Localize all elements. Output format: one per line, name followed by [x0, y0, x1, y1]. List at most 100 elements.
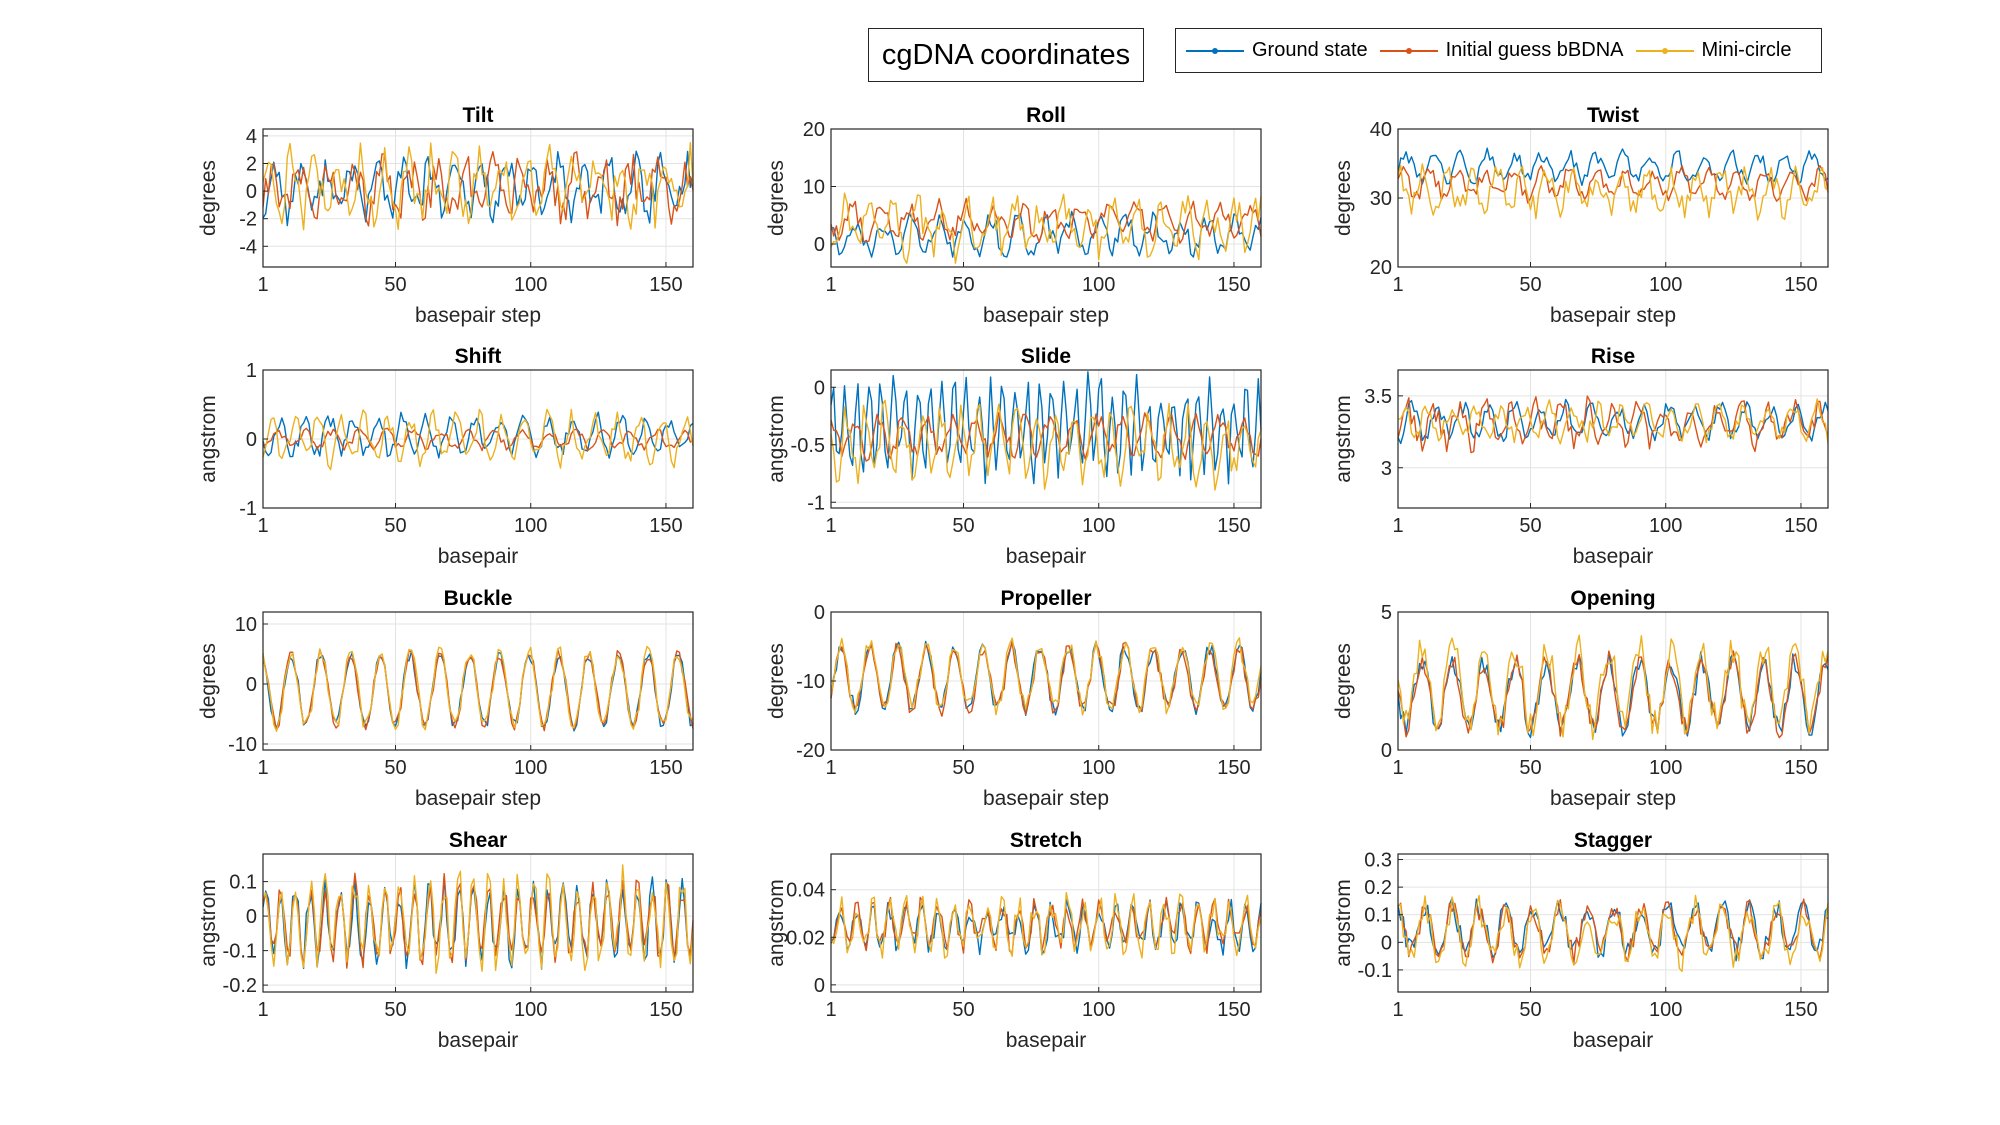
y-tick-label: -2: [239, 209, 257, 231]
series-line-mini-circle: [830, 637, 1262, 716]
y-tick-label: -0.5: [791, 435, 825, 457]
series-line-mini-circle: [1397, 163, 1829, 221]
series-line-mini-circle: [830, 192, 1262, 264]
figure-title: cgDNA coordinates: [868, 28, 1144, 82]
axes-box: [262, 611, 694, 751]
series-line-initial-guess-bbdna: [830, 896, 1262, 955]
x-tick-label: 1: [825, 274, 836, 296]
x-tick-label: 1: [257, 274, 268, 296]
series-line-mini-circle: [1397, 634, 1829, 741]
x-tick-label: 50: [384, 757, 406, 779]
series-line-ground-state: [830, 371, 1262, 485]
x-axis-label: basepair: [438, 1029, 519, 1052]
x-tick-label: 100: [1649, 757, 1682, 779]
x-tick-label: 100: [1649, 274, 1682, 296]
axes-box: [262, 853, 694, 993]
series-line-initial-guess-bbdna: [262, 427, 694, 452]
y-tick-label: 3.5: [1364, 386, 1392, 408]
subplot-stretch: 1 50 100 15000.020.04Stretchbasepairangstro…: [765, 829, 1262, 1052]
y-axis-label: angstrom: [197, 879, 220, 967]
x-tick-label: 100: [1082, 515, 1115, 537]
x-tick-label: 50: [384, 999, 406, 1021]
axes-box: [830, 128, 1262, 268]
series-line-mini-circle: [262, 141, 694, 231]
x-tick-label: 1: [257, 999, 268, 1021]
x-axis-label: basepair: [1573, 545, 1654, 568]
x-axis-label: basepair: [1006, 545, 1087, 568]
y-tick-label: 0: [246, 906, 257, 928]
x-tick-label: 50: [1519, 757, 1541, 779]
y-tick-label: 0: [814, 602, 825, 624]
legend-label-mini-circle: Mini-circle: [1701, 39, 1792, 61]
subplot-title-stretch: Stretch: [1010, 829, 1082, 852]
y-tick-label: -20: [796, 740, 825, 762]
axes-box: [1397, 611, 1829, 751]
x-tick-label: 100: [1649, 515, 1682, 537]
y-tick-label: -0.1: [223, 941, 257, 963]
series-line-initial-guess-bbdna: [1397, 898, 1829, 965]
y-tick-label: 0.02: [786, 927, 825, 949]
y-tick-label: 2: [246, 154, 257, 176]
y-tick-label: 0.2: [1364, 877, 1392, 899]
series-line-mini-circle: [262, 408, 694, 471]
x-tick-label: 50: [1519, 515, 1541, 537]
x-tick-label: 1: [1392, 515, 1403, 537]
y-tick-label: 5: [1381, 602, 1392, 624]
x-axis-label: basepair: [1006, 1029, 1087, 1052]
y-axis-label: degrees: [197, 160, 220, 236]
y-tick-label: 0: [814, 377, 825, 399]
axes-box: [1397, 369, 1829, 509]
x-tick-label: 1: [825, 515, 836, 537]
subplot-title-opening: Opening: [1570, 587, 1655, 610]
y-tick-label: -1: [239, 498, 257, 520]
x-tick-label: 150: [649, 274, 682, 296]
series-line-initial-guess-bbdna: [262, 150, 694, 227]
y-tick-label: -1: [807, 492, 825, 514]
x-tick-label: 50: [952, 757, 974, 779]
y-axis-label: angstrom: [1332, 879, 1355, 967]
x-tick-label: 150: [1784, 515, 1817, 537]
x-tick-label: 150: [1784, 274, 1817, 296]
series-line-initial-guess-bbdna: [830, 412, 1262, 462]
x-axis-label: basepair step: [1550, 787, 1676, 810]
x-tick-label: 50: [384, 515, 406, 537]
y-axis-label: degrees: [1332, 643, 1355, 719]
y-tick-label: 20: [1370, 257, 1392, 279]
x-tick-label: 150: [1784, 999, 1817, 1021]
y-tick-label: 1: [246, 360, 257, 382]
x-tick-label: 50: [952, 515, 974, 537]
x-axis-label: basepair: [1573, 1029, 1654, 1052]
x-axis-label: basepair step: [415, 304, 541, 327]
x-tick-label: 100: [1082, 757, 1115, 779]
axes-box: [1397, 853, 1829, 993]
x-tick-label: 1: [825, 999, 836, 1021]
y-tick-label: -10: [228, 734, 257, 756]
subplot-title-tilt: Tilt: [462, 104, 493, 127]
subplot-stagger: 1 50 100 150-0.100.10.20.3Staggerbasepairan…: [1332, 829, 1829, 1052]
y-axis-label: degrees: [197, 643, 220, 719]
x-tick-label: 150: [1217, 274, 1250, 296]
y-tick-label: 0.1: [229, 872, 257, 894]
legend-swatch-initial-guess: [1379, 45, 1438, 57]
y-axis-label: angstrom: [765, 879, 788, 967]
series-line-initial-guess-bbdna: [1397, 395, 1829, 454]
legend-entry-initial-guess: Initial guess bBDNA: [1379, 39, 1624, 62]
x-tick-label: 100: [1082, 999, 1115, 1021]
subplot-title-propeller: Propeller: [1000, 587, 1091, 610]
y-axis-label: degrees: [765, 160, 788, 236]
y-tick-label: 30: [1370, 188, 1392, 210]
y-axis-label: angstrom: [197, 395, 220, 483]
series-line-ground-state: [1397, 147, 1829, 187]
y-tick-label: 0.04: [786, 880, 825, 902]
subplot-title-buckle: Buckle: [444, 587, 513, 610]
legend-swatch-mini-circle: [1635, 45, 1694, 57]
x-tick-label: 150: [649, 515, 682, 537]
series-line-initial-guess-bbdna: [830, 197, 1262, 244]
y-axis-label: degrees: [1332, 160, 1355, 236]
